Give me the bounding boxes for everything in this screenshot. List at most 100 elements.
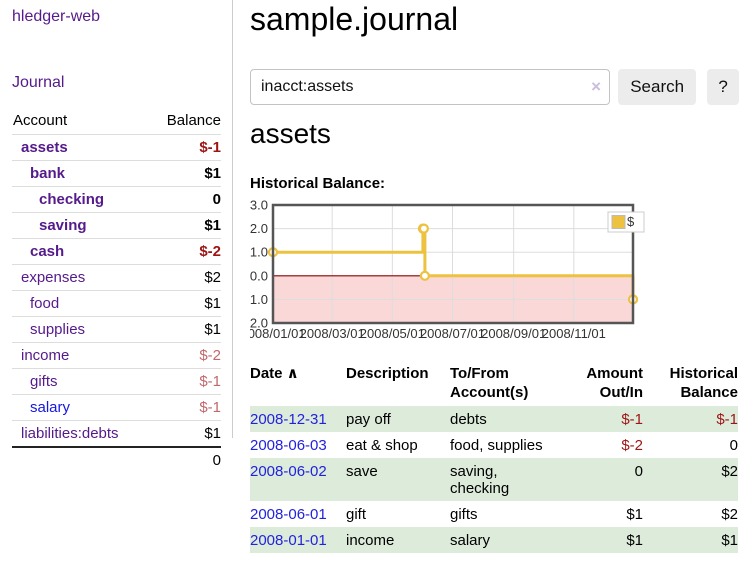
transaction-date-link[interactable]: 2008-06-03: [250, 437, 327, 454]
transaction-balance: $2: [721, 506, 738, 523]
transaction-accounts: food, supplies: [450, 437, 543, 454]
account-balance: $-1: [149, 368, 221, 395]
transaction-date-link[interactable]: 2008-01-01: [250, 532, 327, 549]
page-title: sample.journal: [250, 1, 459, 37]
account-row: checking 0: [12, 186, 221, 213]
clear-search-icon[interactable]: ×: [591, 77, 601, 96]
account-link-bank[interactable]: bank: [30, 165, 66, 182]
transaction-balance: $1: [721, 532, 738, 549]
account-link-food[interactable]: food: [30, 295, 60, 312]
svg-text:2008/07/01: 2008/07/01: [420, 326, 485, 341]
register-table: Date ∧ Description To/From Account(s) Amount…: [250, 362, 738, 553]
register-header-date[interactable]: Date ∧: [250, 365, 299, 382]
svg-text:-2.0: -2.0: [250, 316, 268, 331]
transaction-date-link[interactable]: 2008-06-01: [250, 506, 327, 523]
account-row: bank $1: [12, 160, 221, 187]
transaction-balance: $-1: [716, 411, 738, 428]
transaction-amount: $1: [626, 532, 643, 549]
account-link-saving[interactable]: saving: [39, 217, 87, 234]
account-balance: $1: [149, 290, 221, 317]
account-link-supplies[interactable]: supplies: [30, 321, 86, 338]
transaction-accounts: debts: [450, 411, 487, 428]
account-balance: $-1: [149, 134, 221, 161]
transaction-accounts: salary: [450, 532, 491, 549]
accounts-table: Account Balance assets $-1 bank $1 checking 0…: [12, 108, 221, 473]
transaction-date-link[interactable]: 2008-12-31: [250, 411, 327, 428]
account-link-cash[interactable]: cash: [30, 243, 65, 260]
svg-text:3.0: 3.0: [250, 200, 268, 213]
transaction-row: 2008-06-03 eat & shop food, supplies $-2 0: [250, 432, 738, 458]
transaction-description: income: [346, 532, 395, 549]
help-button[interactable]: ?: [707, 69, 739, 105]
account-link-expenses[interactable]: expenses: [21, 269, 86, 286]
accounts-header-row: Account Balance: [12, 108, 221, 135]
account-row: liabilities:debts $1: [12, 420, 221, 447]
account-link-assets[interactable]: assets: [21, 139, 68, 156]
transaction-accounts: saving, checking: [450, 463, 510, 497]
accounts-total-value: 0: [149, 446, 221, 473]
register-header-description: Description: [346, 365, 429, 382]
chart-title: Historical Balance:: [250, 175, 386, 192]
account-row: cash $-2: [12, 238, 221, 265]
account-row: income $-2: [12, 342, 221, 369]
account-balance: $1: [149, 420, 221, 447]
transaction-amount: $1: [626, 506, 643, 523]
account-link-gifts[interactable]: gifts: [30, 373, 58, 390]
register-header-amount: Amount Out/In: [586, 365, 643, 401]
transaction-description: gift: [346, 506, 367, 523]
accounts-total-row: 0: [12, 446, 221, 473]
account-balance: $-2: [149, 342, 221, 369]
transaction-description: save: [346, 463, 378, 480]
accounts-header-account: Account: [13, 112, 68, 129]
sort-asc-icon[interactable]: ∧: [282, 365, 299, 382]
transaction-balance: 0: [729, 437, 738, 454]
account-balance: $-2: [149, 238, 221, 265]
transaction-description: pay off: [346, 411, 391, 428]
svg-text:2008/01/01: 2008/01/01: [250, 326, 306, 341]
account-link-liabilities-debts[interactable]: liabilities:debts: [21, 425, 119, 442]
transaction-date-link[interactable]: 2008-06-02: [250, 463, 327, 480]
transaction-amount: $-1: [621, 411, 643, 428]
account-balance: $2: [149, 264, 221, 291]
account-row: saving $1: [12, 212, 221, 239]
account-balance: $-1: [149, 394, 221, 421]
register-header-historical: Historical Balance: [669, 365, 738, 401]
account-row: gifts $-1: [12, 368, 221, 395]
search-input[interactable]: [250, 69, 610, 105]
transaction-row: 2008-01-01 income salary $1 $1: [250, 527, 738, 553]
account-balance: $1: [149, 160, 221, 187]
journal-link[interactable]: Journal: [12, 74, 65, 91]
svg-text:2008/11/01: 2008/11/01: [542, 326, 606, 341]
accounts-header-balance: Balance: [166, 112, 221, 129]
register-header-to-from: To/From Account(s): [450, 365, 529, 401]
account-row: expenses $2: [12, 264, 221, 291]
svg-text:2.0: 2.0: [250, 221, 268, 236]
svg-text:-1.0: -1.0: [250, 292, 268, 307]
transaction-accounts: gifts: [450, 506, 478, 523]
transaction-amount: $-2: [621, 437, 643, 454]
account-link-checking[interactable]: checking: [39, 191, 105, 208]
search-button[interactable]: Search: [618, 69, 697, 105]
svg-text:2008/03/01: 2008/03/01: [300, 326, 365, 341]
svg-text:2008/09/01: 2008/09/01: [481, 326, 546, 341]
account-row: salary $-1: [12, 394, 221, 421]
account-link-salary[interactable]: salary: [30, 399, 71, 416]
account-row: supplies $1: [12, 316, 221, 343]
svg-text:1.0: 1.0: [250, 245, 268, 260]
svg-text:0.0: 0.0: [250, 268, 268, 283]
svg-text:$: $: [627, 214, 635, 229]
sidebar: hledger-web Journal Account Balance asse…: [0, 0, 233, 473]
historical-balance-chart: $3.0 2.0 1.0 0.0 -1.0 -2.02008/01/012008/03/0…: [250, 200, 645, 341]
transaction-balance: $2: [721, 463, 738, 480]
transaction-row: 2008-06-01 gift gifts $1 $2: [250, 501, 738, 527]
transaction-row: 2008-12-31 pay off debts $-1 $-1: [250, 406, 738, 432]
account-balance: $1: [149, 316, 221, 343]
search-bar: × Search ?: [250, 69, 739, 105]
account-row: food $1: [12, 290, 221, 317]
app-title-link[interactable]: hledger-web: [12, 8, 101, 25]
transaction-amount: 0: [634, 463, 643, 480]
account-balance: 0: [149, 186, 221, 213]
transaction-row: 2008-06-02 save saving, checking 0 $2: [250, 458, 738, 501]
account-link-income[interactable]: income: [21, 347, 70, 364]
main-content: sample.journal × Search ? assets Histori…: [250, 0, 742, 582]
